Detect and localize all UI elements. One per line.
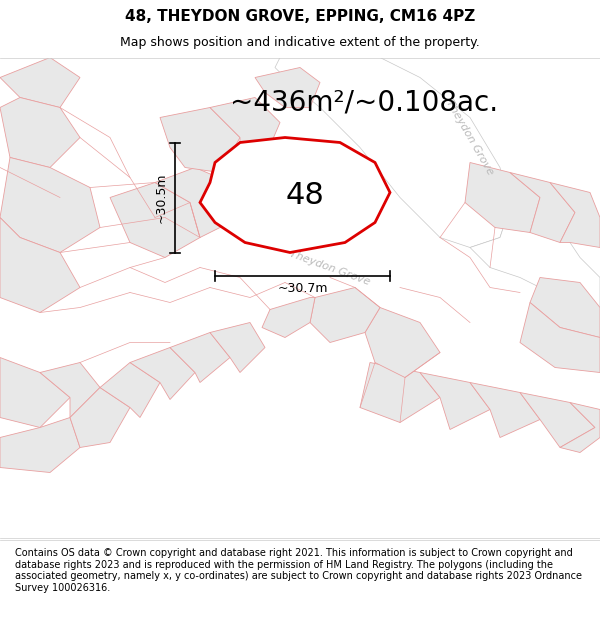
Polygon shape	[200, 138, 390, 252]
Polygon shape	[550, 182, 600, 248]
Polygon shape	[520, 302, 600, 372]
Polygon shape	[255, 68, 320, 108]
Polygon shape	[510, 173, 575, 242]
Polygon shape	[360, 362, 440, 423]
Polygon shape	[560, 402, 600, 452]
Polygon shape	[170, 332, 230, 382]
Polygon shape	[0, 98, 80, 168]
Polygon shape	[520, 392, 595, 448]
Polygon shape	[160, 107, 240, 172]
Polygon shape	[130, 348, 195, 399]
Text: Theydon Grove: Theydon Grove	[288, 248, 372, 287]
Polygon shape	[0, 418, 80, 472]
Polygon shape	[70, 388, 130, 448]
Polygon shape	[420, 372, 490, 429]
Text: Theydon Grove: Theydon Grove	[445, 98, 496, 177]
Polygon shape	[0, 58, 80, 108]
Text: 48: 48	[286, 181, 325, 210]
Polygon shape	[365, 308, 440, 378]
Text: Contains OS data © Crown copyright and database right 2021. This information is : Contains OS data © Crown copyright and d…	[15, 548, 582, 592]
Polygon shape	[110, 182, 200, 258]
Text: ~436m²/~0.108ac.: ~436m²/~0.108ac.	[230, 89, 498, 116]
Text: ~30.5m: ~30.5m	[155, 173, 167, 222]
Text: 48, THEYDON GROVE, EPPING, CM16 4PZ: 48, THEYDON GROVE, EPPING, CM16 4PZ	[125, 9, 475, 24]
Polygon shape	[310, 288, 380, 342]
Polygon shape	[275, 58, 510, 248]
Text: ~30.7m: ~30.7m	[277, 282, 328, 295]
Polygon shape	[155, 168, 240, 238]
Polygon shape	[0, 217, 80, 312]
Polygon shape	[210, 322, 265, 372]
Polygon shape	[530, 278, 600, 338]
Polygon shape	[0, 357, 70, 428]
Polygon shape	[210, 98, 280, 158]
Polygon shape	[0, 158, 100, 252]
Text: Map shows position and indicative extent of the property.: Map shows position and indicative extent…	[120, 36, 480, 49]
Polygon shape	[262, 298, 315, 338]
Polygon shape	[470, 208, 600, 308]
Polygon shape	[100, 362, 160, 418]
Polygon shape	[40, 362, 100, 418]
Polygon shape	[470, 382, 540, 438]
Polygon shape	[465, 162, 540, 232]
